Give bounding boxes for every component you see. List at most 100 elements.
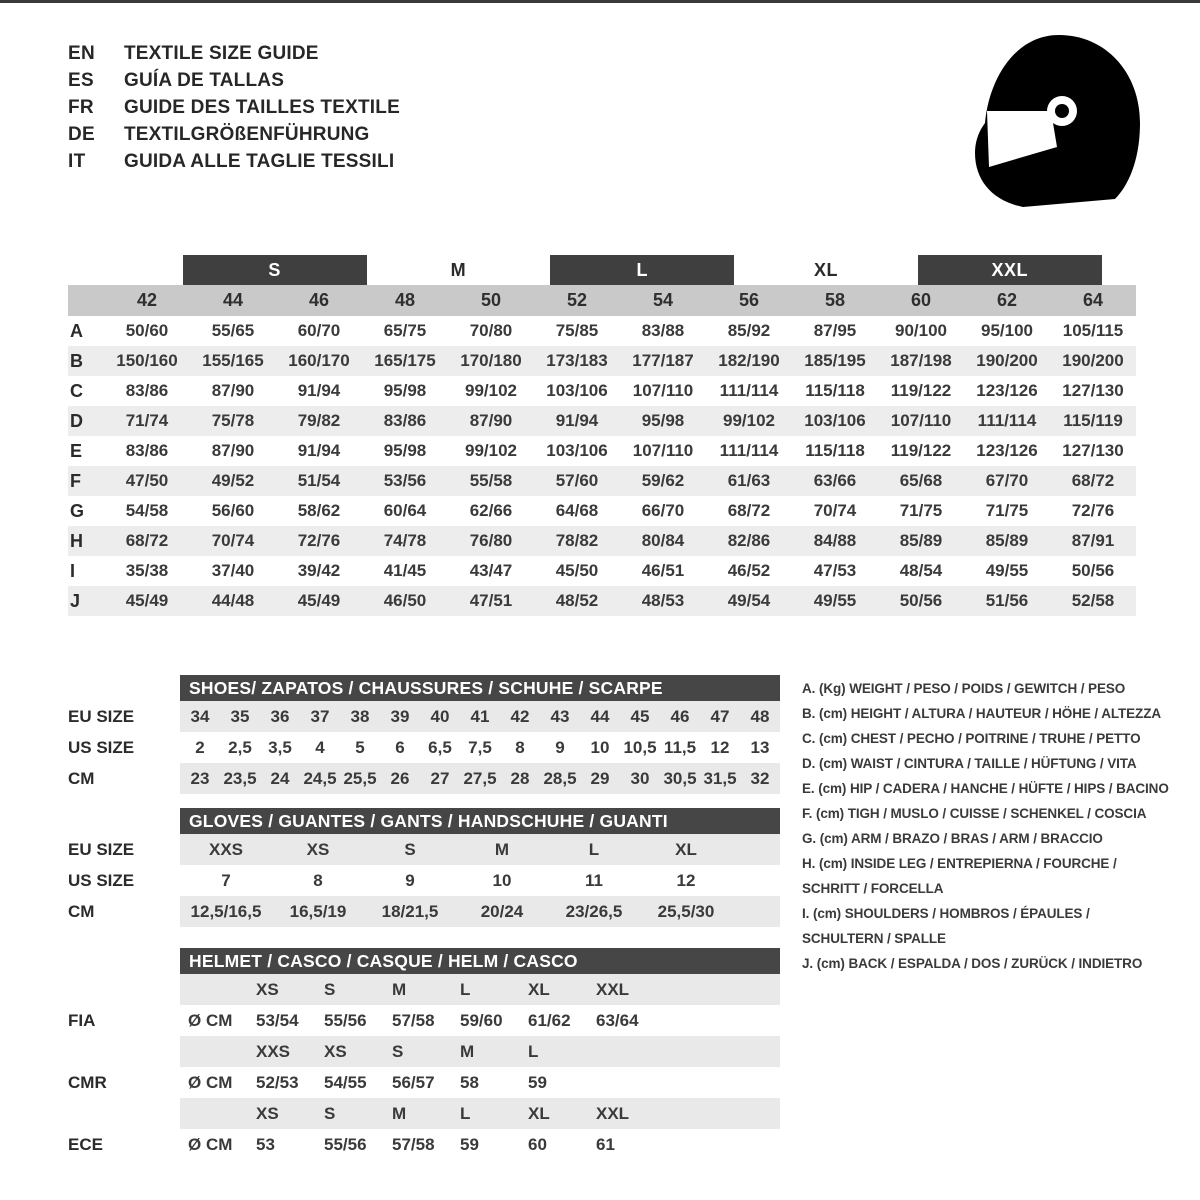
cell: 95/98: [641, 411, 685, 430]
cell: 52/58: [1071, 591, 1115, 610]
cell: 43/47: [469, 561, 513, 580]
cell: 59/62: [641, 471, 685, 490]
legend-line-b: B. (cm) HEIGHT / ALTURA / HAUTEUR / HÖHE…: [802, 706, 1161, 721]
cell: 49/52: [211, 471, 255, 490]
cell: 25,5/30: [657, 901, 715, 921]
size-header: XS: [256, 1103, 279, 1123]
cell: 85/89: [985, 531, 1029, 550]
cell: 11,5: [663, 737, 697, 757]
cell: 12,5/16,5: [190, 901, 262, 921]
cell: 65/68: [899, 471, 943, 490]
cell: 65/75: [383, 321, 427, 340]
size-category-xxl: XXL: [917, 255, 1102, 285]
cell: 60/64: [383, 501, 427, 520]
row-label: F: [70, 470, 81, 491]
size-header: L: [528, 1041, 539, 1061]
row-label: EU SIZE: [68, 707, 135, 726]
row-cells: XXS XS S M L XL: [180, 834, 732, 865]
size-category-xl: XL: [814, 259, 839, 280]
table-row: ECE Ø CM 53 55/56 57/58 59 60 61: [68, 1129, 780, 1160]
cell: 16,5/19: [289, 901, 347, 921]
table-row: CM 23 23,5 24 24,5 25,5 26 27 27,5 28 28…: [68, 763, 780, 794]
row-label: ECE: [68, 1135, 103, 1154]
row-cells: Ø CM 53 55/56 57/58 59 60 61: [180, 1129, 664, 1160]
cell: XS: [306, 839, 330, 859]
cell: 127/130: [1062, 441, 1124, 460]
size-category-m: M: [450, 259, 467, 280]
cell: 56/57: [392, 1072, 435, 1092]
size-header: M: [392, 979, 407, 999]
cell: 30,5: [663, 768, 697, 788]
cell: 37: [310, 706, 330, 726]
cell: 5: [355, 737, 365, 757]
title-lang-es: ES: [68, 70, 94, 91]
table-row: US SIZE 2 2,5 3,5 4 5 6 6,5 7,5 8 9 10 1…: [68, 732, 780, 763]
row-label: I: [70, 560, 76, 581]
cell: 35: [230, 706, 250, 726]
title-lang-fr: FR: [68, 97, 94, 118]
cell: 103/106: [546, 441, 608, 460]
cell: 87/91: [1071, 531, 1115, 550]
page-title-block: EN TEXTILE SIZE GUIDE ES GUÍA DE TALLAS …: [68, 43, 400, 178]
cell: 66/70: [641, 501, 685, 520]
row-cells: 34 35 36 37 38 39 40 41 42 43 44 45 46 4…: [180, 701, 780, 732]
row-label: H: [70, 530, 83, 551]
cell: 57/60: [555, 471, 599, 490]
row-cells: XS S M L XL XXL: [180, 974, 664, 1005]
legend-line-h2: SCHRITT / FORCELLA: [802, 881, 944, 896]
title-row-es: ES GUÍA DE TALLAS: [68, 70, 400, 97]
cell: 48: [750, 706, 770, 726]
size-header: L: [460, 1103, 471, 1123]
cell: 40: [430, 706, 450, 726]
cell: 99/102: [465, 381, 517, 400]
cell: 12: [710, 737, 730, 757]
title-row-en: EN TEXTILE SIZE GUIDE: [68, 43, 400, 70]
cell: 61: [596, 1134, 615, 1154]
row-cells: Ø CM 52/53 54/55 56/57 58 59: [180, 1067, 596, 1098]
cell: 55/56: [324, 1134, 367, 1154]
main-table-header-row: 42 44 46 48 50 52 54 56 58 60 62 64: [68, 285, 1136, 316]
cell: 8: [313, 870, 323, 890]
cell: 49/54: [727, 591, 771, 610]
cell: 123/126: [976, 441, 1038, 460]
cell: 70/74: [211, 531, 255, 550]
cell: 59: [460, 1134, 479, 1154]
cell: 72/76: [297, 531, 341, 550]
table-row: B 150/160 155/165 160/170 165/175 170/18…: [68, 346, 1136, 376]
cell: 67/70: [985, 471, 1029, 490]
cell: 190/200: [976, 351, 1038, 370]
cell: 83/86: [383, 411, 427, 430]
cell: 10: [492, 870, 512, 890]
cell: 51/56: [985, 591, 1029, 610]
cell: 46/51: [641, 561, 685, 580]
cell: 123/126: [976, 381, 1038, 400]
row-cells: 12,5/16,5 16,5/19 18/21,5 20/24 23/26,5 …: [180, 896, 732, 927]
col-header-56: 56: [738, 290, 760, 310]
legend-line-a: A. (Kg) WEIGHT / PESO / POIDS / GEWITCH …: [802, 681, 1126, 696]
cell: 63/66: [813, 471, 857, 490]
cell: 52/53: [256, 1072, 299, 1092]
cell: 57/58: [392, 1134, 435, 1154]
col-header-54: 54: [652, 290, 674, 310]
cell: XL: [675, 839, 697, 859]
cell: 165/175: [374, 351, 436, 370]
cell: 39: [390, 706, 410, 726]
cell: 115/118: [805, 381, 865, 400]
cell: 45/50: [555, 561, 599, 580]
title-text-es: GUÍA DE TALLAS: [124, 70, 285, 91]
cell: 63/64: [596, 1010, 639, 1030]
cell: 91/94: [297, 381, 341, 400]
row-label: US SIZE: [68, 738, 135, 757]
cell: 75/85: [555, 321, 599, 340]
col-header-44: 44: [222, 290, 244, 310]
title-text-fr: GUIDE DES TAILLES TEXTILE: [124, 97, 400, 118]
cell: 61/62: [528, 1010, 571, 1030]
cell: 87/90: [211, 381, 255, 400]
row-label: CM: [68, 902, 95, 921]
row-cells: 7 8 9 10 11 12: [180, 865, 732, 896]
table-row: XS S M L XL XXL: [180, 974, 780, 1005]
cell: 170/180: [460, 351, 522, 370]
cell: 70/80: [469, 321, 513, 340]
cell: 10: [590, 737, 610, 757]
